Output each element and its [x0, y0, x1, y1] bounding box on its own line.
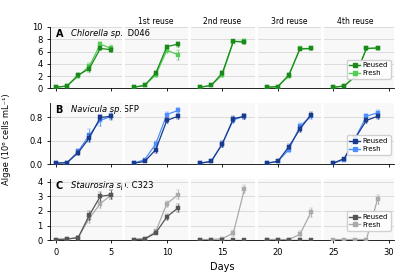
- Text: 4th reuse: 4th reuse: [337, 17, 374, 26]
- Text: Navicula sp.: Navicula sp.: [71, 105, 122, 114]
- Text: B: B: [56, 105, 63, 115]
- Text: 3rd reuse: 3rd reuse: [270, 17, 307, 26]
- X-axis label: Days: Days: [210, 262, 234, 272]
- Text: D046: D046: [125, 29, 150, 38]
- Text: Staurosira sp.: Staurosira sp.: [71, 180, 129, 190]
- Legend: Reused, Fresh: Reused, Fresh: [346, 211, 391, 231]
- Text: C: C: [56, 180, 63, 190]
- Legend: Reused, Fresh: Reused, Fresh: [346, 59, 391, 79]
- Text: SFP: SFP: [120, 105, 138, 114]
- Text: C323: C323: [129, 180, 153, 190]
- Legend: Reused, Fresh: Reused, Fresh: [346, 135, 391, 155]
- Text: Chlorella sp.: Chlorella sp.: [71, 29, 123, 38]
- Text: A: A: [56, 29, 63, 39]
- Text: Algae (10⁶ cells mL⁻¹): Algae (10⁶ cells mL⁻¹): [2, 93, 11, 185]
- Text: 2nd reuse: 2nd reuse: [203, 17, 241, 26]
- Text: 1st reuse: 1st reuse: [138, 17, 174, 26]
